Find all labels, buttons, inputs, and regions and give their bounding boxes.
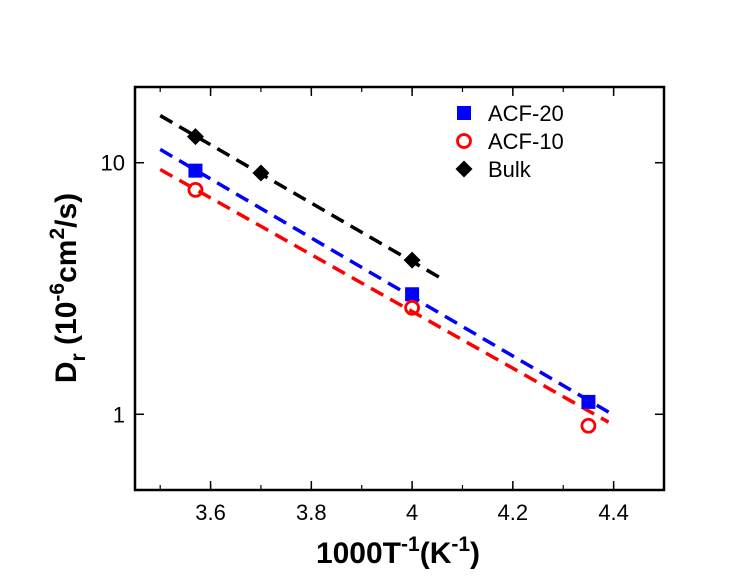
- legend-label-acf-10: ACF-10: [488, 129, 564, 154]
- legend-marker-acf-20: [457, 106, 471, 120]
- point-acf-20: [405, 287, 420, 302]
- plot-frame: [133, 85, 666, 492]
- x-tick-label: 3.6: [195, 500, 226, 525]
- legend-label-acf-20: ACF-20: [488, 101, 564, 126]
- y-axis-title: Dr (10-6cm2/s): [46, 193, 90, 383]
- point-acf-10: [580, 417, 597, 434]
- x-tick-label: 4.4: [598, 500, 629, 525]
- fit-lines: [159, 114, 610, 424]
- data-points: [186, 128, 597, 434]
- x-tick-label: 3.8: [296, 500, 327, 525]
- y-tick-label: 10: [101, 151, 125, 176]
- legend-marker-bulk: [455, 160, 473, 178]
- point-acf-20: [188, 163, 203, 178]
- point-bulk: [252, 164, 270, 182]
- point-acf-20: [581, 394, 596, 409]
- axis-ticks: 3.6 3.8 4 4.2 4.4 1 10: [101, 87, 664, 525]
- point-acf-10: [404, 299, 420, 316]
- point-bulk: [403, 251, 421, 269]
- legend: ACF-20 ACF-10 Bulk: [455, 101, 564, 182]
- legend-label-bulk: Bulk: [488, 157, 532, 182]
- x-tick-label: 4: [406, 500, 418, 525]
- point-acf-10: [187, 181, 204, 198]
- fit-line-acf-20: [159, 147, 610, 414]
- x-axis-title: 1000T-1(K-1): [316, 533, 480, 570]
- x-tick-label: 4.2: [498, 500, 529, 525]
- fit-line-bulk: [159, 114, 444, 281]
- y-tick-label: 1: [113, 402, 125, 427]
- fit-line-acf-10: [159, 167, 610, 424]
- legend-marker-acf-10: [456, 133, 472, 149]
- point-bulk: [186, 128, 204, 146]
